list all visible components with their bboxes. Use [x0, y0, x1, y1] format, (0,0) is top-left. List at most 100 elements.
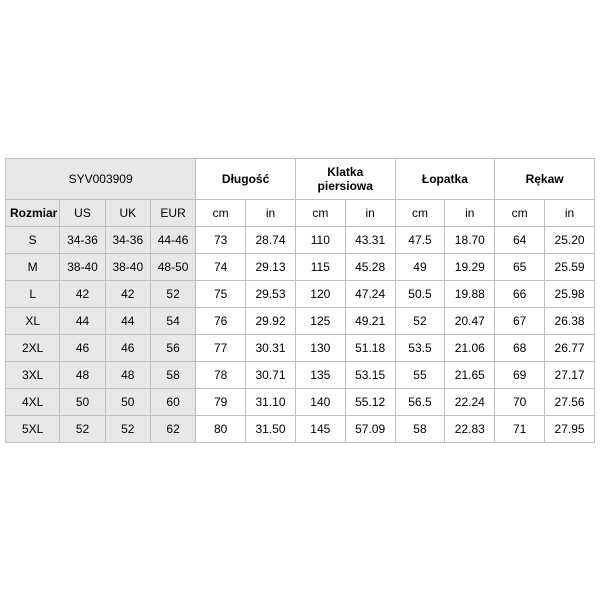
- eur-cell: 60: [150, 388, 195, 415]
- in-cell: 27.95: [545, 415, 595, 442]
- unit-cm: cm: [295, 199, 345, 226]
- measure-header-0: Długość: [196, 158, 296, 199]
- unit-in: in: [246, 199, 296, 226]
- uk-cell: 38-40: [105, 253, 150, 280]
- cm-cell: 53.5: [395, 334, 445, 361]
- in-cell: 51.18: [345, 334, 395, 361]
- table-row: 5XL5252628031.5014557.095822.837127.95: [6, 415, 595, 442]
- table-row: M38-4038-4048-507429.1311545.284919.2965…: [6, 253, 595, 280]
- in-cell: 47.24: [345, 280, 395, 307]
- unit-cm: cm: [395, 199, 445, 226]
- uk-cell: 52: [105, 415, 150, 442]
- cm-cell: 145: [295, 415, 345, 442]
- in-cell: 29.53: [246, 280, 296, 307]
- in-cell: 29.13: [246, 253, 296, 280]
- in-cell: 18.70: [445, 226, 495, 253]
- size-cell: L: [6, 280, 60, 307]
- cm-cell: 79: [196, 388, 246, 415]
- in-cell: 26.38: [545, 307, 595, 334]
- eur-cell: 48-50: [150, 253, 195, 280]
- size-cell: M: [6, 253, 60, 280]
- eur-cell: 54: [150, 307, 195, 334]
- table-row: 2XL4646567730.3113051.1853.521.066826.77: [6, 334, 595, 361]
- cm-cell: 135: [295, 361, 345, 388]
- in-cell: 30.71: [246, 361, 296, 388]
- in-cell: 21.65: [445, 361, 495, 388]
- cm-cell: 74: [196, 253, 246, 280]
- uk-cell: 50: [105, 388, 150, 415]
- cm-cell: 67: [495, 307, 545, 334]
- cm-cell: 69: [495, 361, 545, 388]
- cm-cell: 56.5: [395, 388, 445, 415]
- uk-header: UK: [105, 199, 150, 226]
- in-cell: 29.92: [246, 307, 296, 334]
- in-cell: 19.88: [445, 280, 495, 307]
- in-cell: 21.06: [445, 334, 495, 361]
- cm-cell: 78: [196, 361, 246, 388]
- cm-cell: 66: [495, 280, 545, 307]
- in-cell: 49.21: [345, 307, 395, 334]
- cm-cell: 73: [196, 226, 246, 253]
- in-cell: 22.24: [445, 388, 495, 415]
- cm-cell: 55: [395, 361, 445, 388]
- us-cell: 44: [60, 307, 105, 334]
- cm-cell: 49: [395, 253, 445, 280]
- table-row: 3XL4848587830.7113553.155521.656927.17: [6, 361, 595, 388]
- us-cell: 50: [60, 388, 105, 415]
- size-cell: S: [6, 226, 60, 253]
- measure-header-2: Łopatka: [395, 158, 495, 199]
- table-row: S34-3634-3644-467328.7411043.3147.518.70…: [6, 226, 595, 253]
- in-cell: 25.98: [545, 280, 595, 307]
- us-cell: 38-40: [60, 253, 105, 280]
- in-cell: 27.56: [545, 388, 595, 415]
- uk-cell: 42: [105, 280, 150, 307]
- eur-cell: 44-46: [150, 226, 195, 253]
- unit-cm: cm: [196, 199, 246, 226]
- cm-cell: 125: [295, 307, 345, 334]
- in-cell: 19.29: [445, 253, 495, 280]
- in-cell: 28.74: [246, 226, 296, 253]
- size-chart-table: SYV003909 Długość Klatka piersiowa Łopat…: [5, 158, 595, 443]
- cm-cell: 64: [495, 226, 545, 253]
- in-cell: 43.31: [345, 226, 395, 253]
- cm-cell: 68: [495, 334, 545, 361]
- in-cell: 31.10: [246, 388, 296, 415]
- in-cell: 22.83: [445, 415, 495, 442]
- size-cell: XL: [6, 307, 60, 334]
- cm-cell: 115: [295, 253, 345, 280]
- cm-cell: 76: [196, 307, 246, 334]
- size-cell: 3XL: [6, 361, 60, 388]
- cm-cell: 71: [495, 415, 545, 442]
- table-row: L4242527529.5312047.2450.519.886625.98: [6, 280, 595, 307]
- cm-cell: 70: [495, 388, 545, 415]
- unit-in: in: [445, 199, 495, 226]
- size-cell: 5XL: [6, 415, 60, 442]
- in-cell: 25.20: [545, 226, 595, 253]
- us-cell: 34-36: [60, 226, 105, 253]
- us-cell: 42: [60, 280, 105, 307]
- us-cell: 48: [60, 361, 105, 388]
- in-cell: 26.77: [545, 334, 595, 361]
- in-cell: 25.59: [545, 253, 595, 280]
- in-cell: 45.28: [345, 253, 395, 280]
- unit-in: in: [345, 199, 395, 226]
- cm-cell: 58: [395, 415, 445, 442]
- uk-cell: 44: [105, 307, 150, 334]
- unit-in: in: [545, 199, 595, 226]
- cm-cell: 75: [196, 280, 246, 307]
- in-cell: 30.31: [246, 334, 296, 361]
- in-cell: 20.47: [445, 307, 495, 334]
- measure-header-1: Klatka piersiowa: [295, 158, 395, 199]
- in-cell: 27.17: [545, 361, 595, 388]
- size-cell: 2XL: [6, 334, 60, 361]
- uk-cell: 34-36: [105, 226, 150, 253]
- size-chart-container: SYV003909 Długość Klatka piersiowa Łopat…: [5, 158, 595, 443]
- uk-cell: 48: [105, 361, 150, 388]
- in-cell: 53.15: [345, 361, 395, 388]
- eur-cell: 62: [150, 415, 195, 442]
- us-cell: 46: [60, 334, 105, 361]
- cm-cell: 77: [196, 334, 246, 361]
- measure-header-3: Rękaw: [495, 158, 595, 199]
- cm-cell: 140: [295, 388, 345, 415]
- size-cell: 4XL: [6, 388, 60, 415]
